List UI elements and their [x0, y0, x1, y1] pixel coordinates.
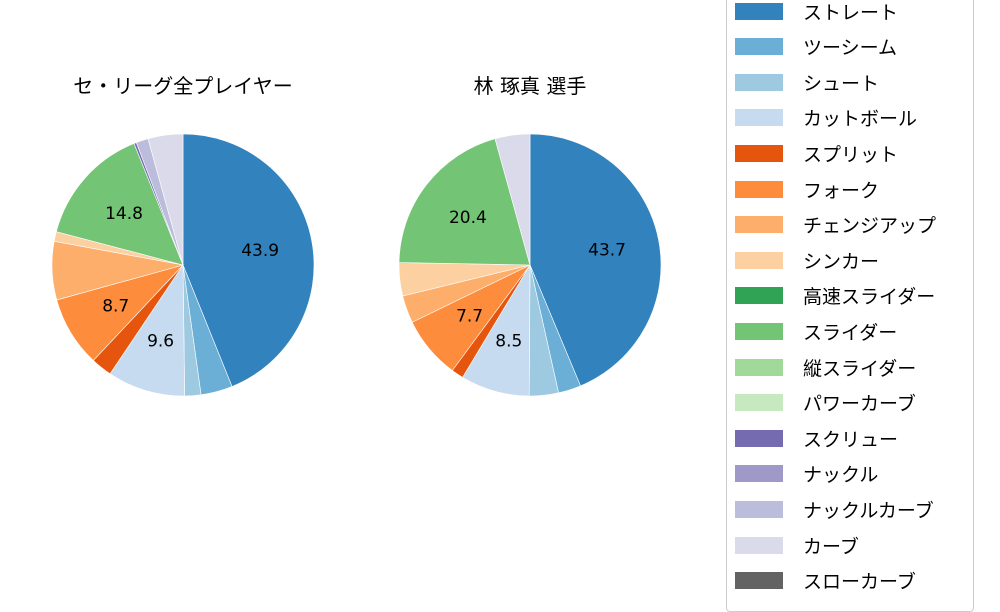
legend-swatch: [735, 322, 783, 340]
legend-label: 縦スライダー: [803, 357, 917, 380]
legend-label: スクリュー: [803, 428, 899, 451]
pie-slice: [109, 264, 185, 397]
legend-swatch: [735, 2, 783, 20]
legend-swatch: [735, 465, 783, 483]
legend-item: スライダー: [735, 321, 897, 344]
legend-label: ナックルカーブ: [803, 499, 934, 522]
legend-item: パワーカーブ: [735, 393, 916, 415]
legend-label: スライダー: [803, 321, 898, 344]
legend-swatch: [735, 73, 783, 91]
pie-slice: [55, 143, 184, 266]
legend-item: スローカーブ: [735, 571, 916, 593]
legend-swatch: [735, 38, 783, 56]
legend-swatch: [735, 180, 783, 198]
legend-label: 高速スライダー: [803, 286, 936, 309]
legend-label: チェンジアップ: [803, 215, 937, 238]
pie-slice: [494, 133, 531, 266]
legend-item: シュート: [735, 72, 879, 95]
legend-item: ナックルカーブ: [735, 499, 934, 522]
pie-player: 43.7 8.5 7.7 20.4: [398, 133, 662, 397]
legend-label: シュート: [803, 72, 880, 95]
legend-swatch: [735, 109, 783, 127]
legend-label: スローカーブ: [803, 571, 916, 594]
legend-swatch: [735, 144, 783, 162]
legend-item: ストレート: [735, 1, 898, 24]
slice-value-label: 7.7: [456, 306, 483, 326]
legend-label: ストレート: [803, 1, 899, 24]
pie-slice: [147, 133, 184, 266]
legend-swatch: [735, 572, 783, 590]
legend-item: フォーク: [735, 179, 879, 202]
slice-value-label: 43.7: [588, 241, 626, 261]
pie-slice: [529, 133, 662, 387]
slice-value-label: 14.8: [105, 204, 143, 224]
slice-value-label: 9.6: [147, 331, 174, 351]
pie-charts: 43.9 9.6 8.7 14.8 43.7 8.5 7.7 20.4: [51, 133, 662, 397]
left-chart-title: セ・リーグ全プレイヤー: [73, 74, 293, 98]
pie-league-all: 43.9 9.6 8.7 14.8: [51, 133, 315, 397]
legend-swatch: [735, 287, 783, 305]
legend-item: 高速スライダー: [735, 286, 935, 308]
legend-swatch: [735, 500, 783, 518]
legend-label: フォーク: [803, 179, 880, 202]
legend-label: シンカー: [803, 250, 880, 273]
legend-item: スプリット: [735, 143, 898, 166]
legend-label: パワーカーブ: [803, 393, 916, 416]
legend-item: スクリュー: [735, 428, 898, 451]
legend-swatch: [735, 429, 783, 447]
legend-item: カーブ: [735, 535, 859, 558]
slice-value-label: 8.5: [495, 332, 522, 352]
legend-item: ツーシーム: [735, 37, 897, 59]
legend-item: 縦スライダー: [735, 357, 916, 380]
slice-value-label: 8.7: [102, 297, 129, 317]
legend-swatch: [735, 358, 783, 376]
legend-label: カーブ: [803, 535, 859, 558]
legend-item: チェンジアップ: [735, 215, 936, 237]
pie-slice: [182, 133, 315, 387]
legend-label: カットボール: [803, 108, 918, 131]
slice-value-label: 20.4: [449, 208, 487, 228]
legend-swatch: [735, 394, 783, 412]
legend-item: ナックル: [735, 464, 878, 486]
legend-item: カットボール: [735, 108, 917, 130]
legend-label: スプリット: [803, 143, 899, 166]
legend-item: シンカー: [735, 250, 879, 273]
legend-swatch: [735, 216, 783, 234]
legend-swatch: [735, 251, 783, 269]
legend-label: ナックル: [803, 464, 879, 487]
legend: ストレートツーシームシュートカットボール スプリットフォークチェンジアップ シンカー…: [726, 0, 974, 612]
slice-value-label: 43.9: [241, 241, 279, 261]
pie-slice: [398, 138, 531, 266]
legend-swatch: [735, 536, 783, 554]
right-chart-title: 林 琢真 選手: [473, 74, 587, 98]
legend-label: ツーシーム: [803, 37, 898, 60]
